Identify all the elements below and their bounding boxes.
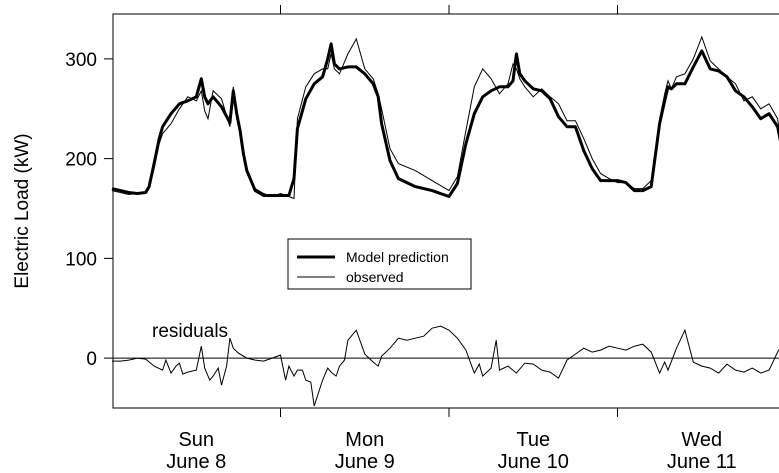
y-tick-label: 200 bbox=[65, 150, 97, 171]
series-model-prediction-line bbox=[111, 42, 779, 198]
x-tick-label-day: Wed bbox=[681, 429, 722, 451]
legend-label-observed: observed bbox=[346, 269, 404, 285]
legend: Model prediction observed bbox=[287, 238, 472, 290]
legend-box bbox=[287, 238, 472, 290]
legend-label-model-prediction: Model prediction bbox=[346, 249, 449, 265]
y-tick-label: 0 bbox=[86, 349, 97, 370]
residuals-annotation: residuals bbox=[152, 321, 228, 342]
y-tick-label: 300 bbox=[65, 50, 97, 71]
y-tick-label: 100 bbox=[65, 249, 97, 270]
y-axis-label: Electric Load (kW) bbox=[12, 133, 33, 288]
x-tick-label-date: June 8 bbox=[166, 451, 226, 473]
x-tick-label-date: June 11 bbox=[667, 451, 737, 473]
y-axis-ticks: 0 100 200 300 bbox=[65, 50, 113, 370]
x-tick-label-day: Tue bbox=[516, 429, 550, 451]
x-tick-label-date: June 10 bbox=[498, 451, 569, 473]
x-tick-label-date: June 9 bbox=[335, 451, 395, 473]
plot-frame bbox=[112, 13, 779, 409]
series-residuals-line bbox=[112, 325, 779, 407]
x-tick-label-day: Sun bbox=[178, 429, 214, 451]
x-tick-label-day: Mon bbox=[345, 429, 384, 451]
series-observed-line bbox=[111, 35, 779, 200]
